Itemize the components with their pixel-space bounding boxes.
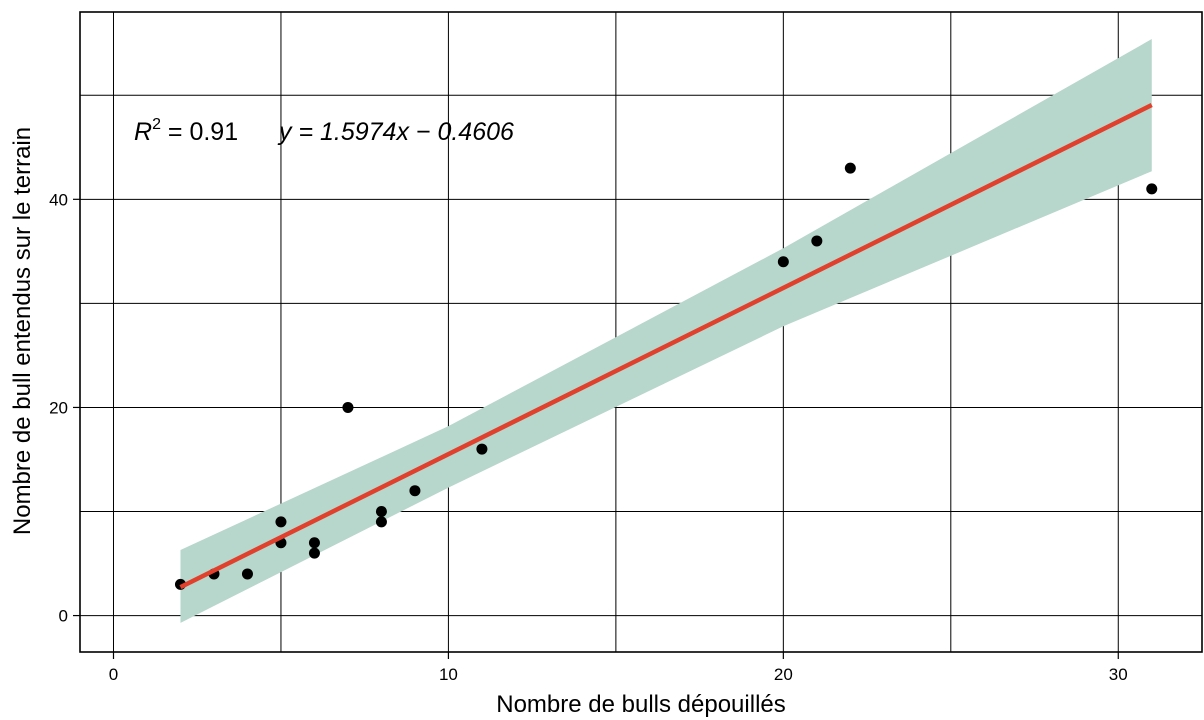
data-point [375,506,387,518]
data-points [174,162,1158,590]
data-point [375,516,387,528]
data-point [308,537,320,549]
data-point [409,485,421,497]
confidence-band [180,39,1152,623]
regression-equation: y = 1.5974x − 0.4606 [277,118,514,146]
data-point [275,516,287,528]
data-point [777,256,789,268]
data-point [241,568,253,580]
x-tick-label: 0 [109,665,118,684]
data-point [342,401,354,413]
x-tick-label: 20 [774,665,793,684]
r-squared-symbol: R [134,118,152,146]
data-point [1146,183,1158,195]
data-point [308,547,320,559]
r-squared-annotation: R2 = 0.91 [134,116,238,146]
confidence-band-area [180,39,1152,623]
y-tick-label: 0 [59,607,68,626]
y-tick-label: 40 [49,190,68,209]
data-point [844,162,856,174]
x-tick-label: 10 [439,665,458,684]
x-tick-label: 30 [1109,665,1128,684]
regression-line-group [179,103,1153,590]
data-point [476,443,488,455]
axis-ticks: 0 10 20 30 0 20 40 [49,190,1128,684]
y-axis-title: Nombre de bull entendus sur le terrain [9,127,36,535]
r-squared-superscript: 2 [152,116,161,133]
x-axis-title: Nombre de bulls dépouillés [496,691,786,718]
regression-line [179,103,1153,590]
r-squared-value: = 0.91 [161,118,238,146]
y-tick-label: 20 [49,398,68,417]
plot-border [79,11,1203,653]
data-point [811,235,823,247]
